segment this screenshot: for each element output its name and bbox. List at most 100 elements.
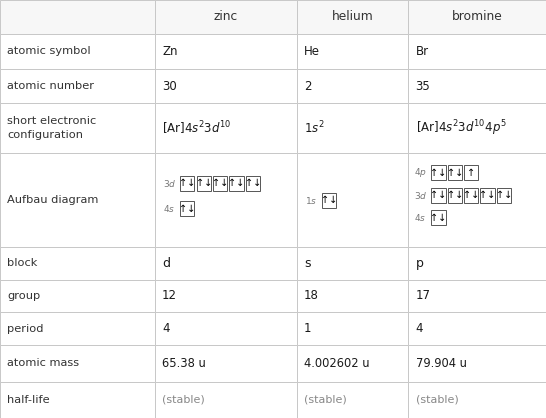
- Text: ↑↓: ↑↓: [447, 168, 463, 178]
- Text: ↑↓: ↑↓: [430, 190, 447, 200]
- Text: ↑↓: ↑↓: [228, 178, 245, 189]
- Text: $3d$: $3d$: [414, 190, 428, 201]
- Text: $1s$: $1s$: [305, 195, 317, 206]
- Bar: [464, 188, 478, 203]
- Bar: [408, 247, 546, 280]
- Text: (stable): (stable): [162, 395, 205, 405]
- Bar: [408, 103, 546, 153]
- Text: 4: 4: [416, 322, 423, 335]
- Bar: [155, 382, 297, 418]
- Text: Aufbau diagram: Aufbau diagram: [7, 195, 98, 205]
- Text: atomic mass: atomic mass: [7, 358, 79, 368]
- Bar: [155, 34, 297, 69]
- Text: period: period: [7, 324, 44, 334]
- Bar: [408, 382, 546, 418]
- Bar: [155, 247, 297, 280]
- Bar: [297, 312, 408, 345]
- Bar: [431, 188, 446, 203]
- Bar: [155, 69, 297, 103]
- Text: (stable): (stable): [416, 395, 458, 405]
- Text: 12: 12: [162, 290, 177, 303]
- Bar: [213, 176, 227, 191]
- Text: p: p: [416, 257, 423, 270]
- Bar: [408, 34, 546, 69]
- Text: Zn: Zn: [162, 45, 177, 58]
- Text: ↑↓: ↑↓: [479, 190, 496, 200]
- Text: block: block: [7, 258, 38, 268]
- Bar: [448, 188, 462, 203]
- Bar: [322, 193, 336, 208]
- Text: atomic symbol: atomic symbol: [7, 46, 91, 56]
- Bar: [155, 312, 297, 345]
- Bar: [0, 0, 155, 34]
- Text: ↑↓: ↑↓: [463, 190, 479, 200]
- Text: ↑↓: ↑↓: [212, 178, 228, 189]
- Text: He: He: [304, 45, 320, 58]
- Bar: [297, 345, 408, 382]
- Text: 4.002602 u: 4.002602 u: [304, 357, 370, 370]
- Text: Br: Br: [416, 45, 429, 58]
- Text: half-life: half-life: [7, 395, 50, 405]
- Text: $4p$: $4p$: [414, 166, 427, 179]
- Bar: [464, 166, 478, 181]
- Text: $\mathrm{[Ar]4}s^2\mathrm{3}d^{10}$: $\mathrm{[Ar]4}s^2\mathrm{3}d^{10}$: [162, 120, 232, 137]
- Bar: [0, 280, 155, 312]
- Bar: [246, 176, 260, 191]
- Bar: [408, 312, 546, 345]
- Bar: [408, 153, 546, 247]
- Bar: [0, 382, 155, 418]
- Text: s: s: [304, 257, 311, 270]
- Text: 1: 1: [304, 322, 312, 335]
- Bar: [0, 34, 155, 69]
- Bar: [408, 0, 546, 34]
- Text: ↑↓: ↑↓: [447, 190, 463, 200]
- Text: ↑↓: ↑↓: [245, 178, 261, 189]
- Text: ↑↓: ↑↓: [430, 168, 447, 178]
- Text: 35: 35: [416, 80, 430, 93]
- Text: $3d$: $3d$: [163, 178, 176, 189]
- Text: helium: helium: [332, 10, 373, 23]
- Bar: [408, 280, 546, 312]
- Bar: [180, 201, 194, 216]
- Text: ↑↓: ↑↓: [179, 178, 195, 189]
- Text: zinc: zinc: [214, 10, 238, 23]
- Bar: [0, 103, 155, 153]
- Text: ↑↓: ↑↓: [179, 204, 195, 214]
- Bar: [155, 0, 297, 34]
- Bar: [155, 345, 297, 382]
- Text: ↑↓: ↑↓: [496, 190, 512, 200]
- Text: atomic number: atomic number: [7, 81, 94, 91]
- Bar: [0, 345, 155, 382]
- Text: ↑↓: ↑↓: [430, 213, 447, 223]
- Text: $4s$: $4s$: [163, 203, 175, 214]
- Bar: [297, 0, 408, 34]
- Bar: [0, 153, 155, 247]
- Text: ↑: ↑: [467, 168, 475, 178]
- Bar: [297, 69, 408, 103]
- Bar: [297, 280, 408, 312]
- Bar: [297, 153, 408, 247]
- Text: $\mathrm{1}s^2$: $\mathrm{1}s^2$: [304, 120, 325, 137]
- Text: ↑↓: ↑↓: [321, 195, 337, 205]
- Text: group: group: [7, 291, 40, 301]
- Bar: [480, 188, 495, 203]
- Text: 30: 30: [162, 80, 177, 93]
- Bar: [229, 176, 244, 191]
- Bar: [431, 166, 446, 181]
- Text: 17: 17: [416, 290, 430, 303]
- Text: (stable): (stable): [304, 395, 347, 405]
- Text: 2: 2: [304, 80, 312, 93]
- Bar: [155, 280, 297, 312]
- Bar: [297, 247, 408, 280]
- Text: 4: 4: [162, 322, 170, 335]
- Bar: [0, 312, 155, 345]
- Text: ↑↓: ↑↓: [195, 178, 212, 189]
- Text: $\mathrm{[Ar]4}s^2\mathrm{3}d^{10}\mathrm{4}p^5$: $\mathrm{[Ar]4}s^2\mathrm{3}d^{10}\mathr…: [416, 119, 506, 138]
- Bar: [408, 69, 546, 103]
- Bar: [297, 34, 408, 69]
- Text: short electronic
configuration: short electronic configuration: [7, 116, 96, 140]
- Bar: [155, 153, 297, 247]
- Text: 18: 18: [304, 290, 319, 303]
- Bar: [497, 188, 511, 203]
- Bar: [448, 166, 462, 181]
